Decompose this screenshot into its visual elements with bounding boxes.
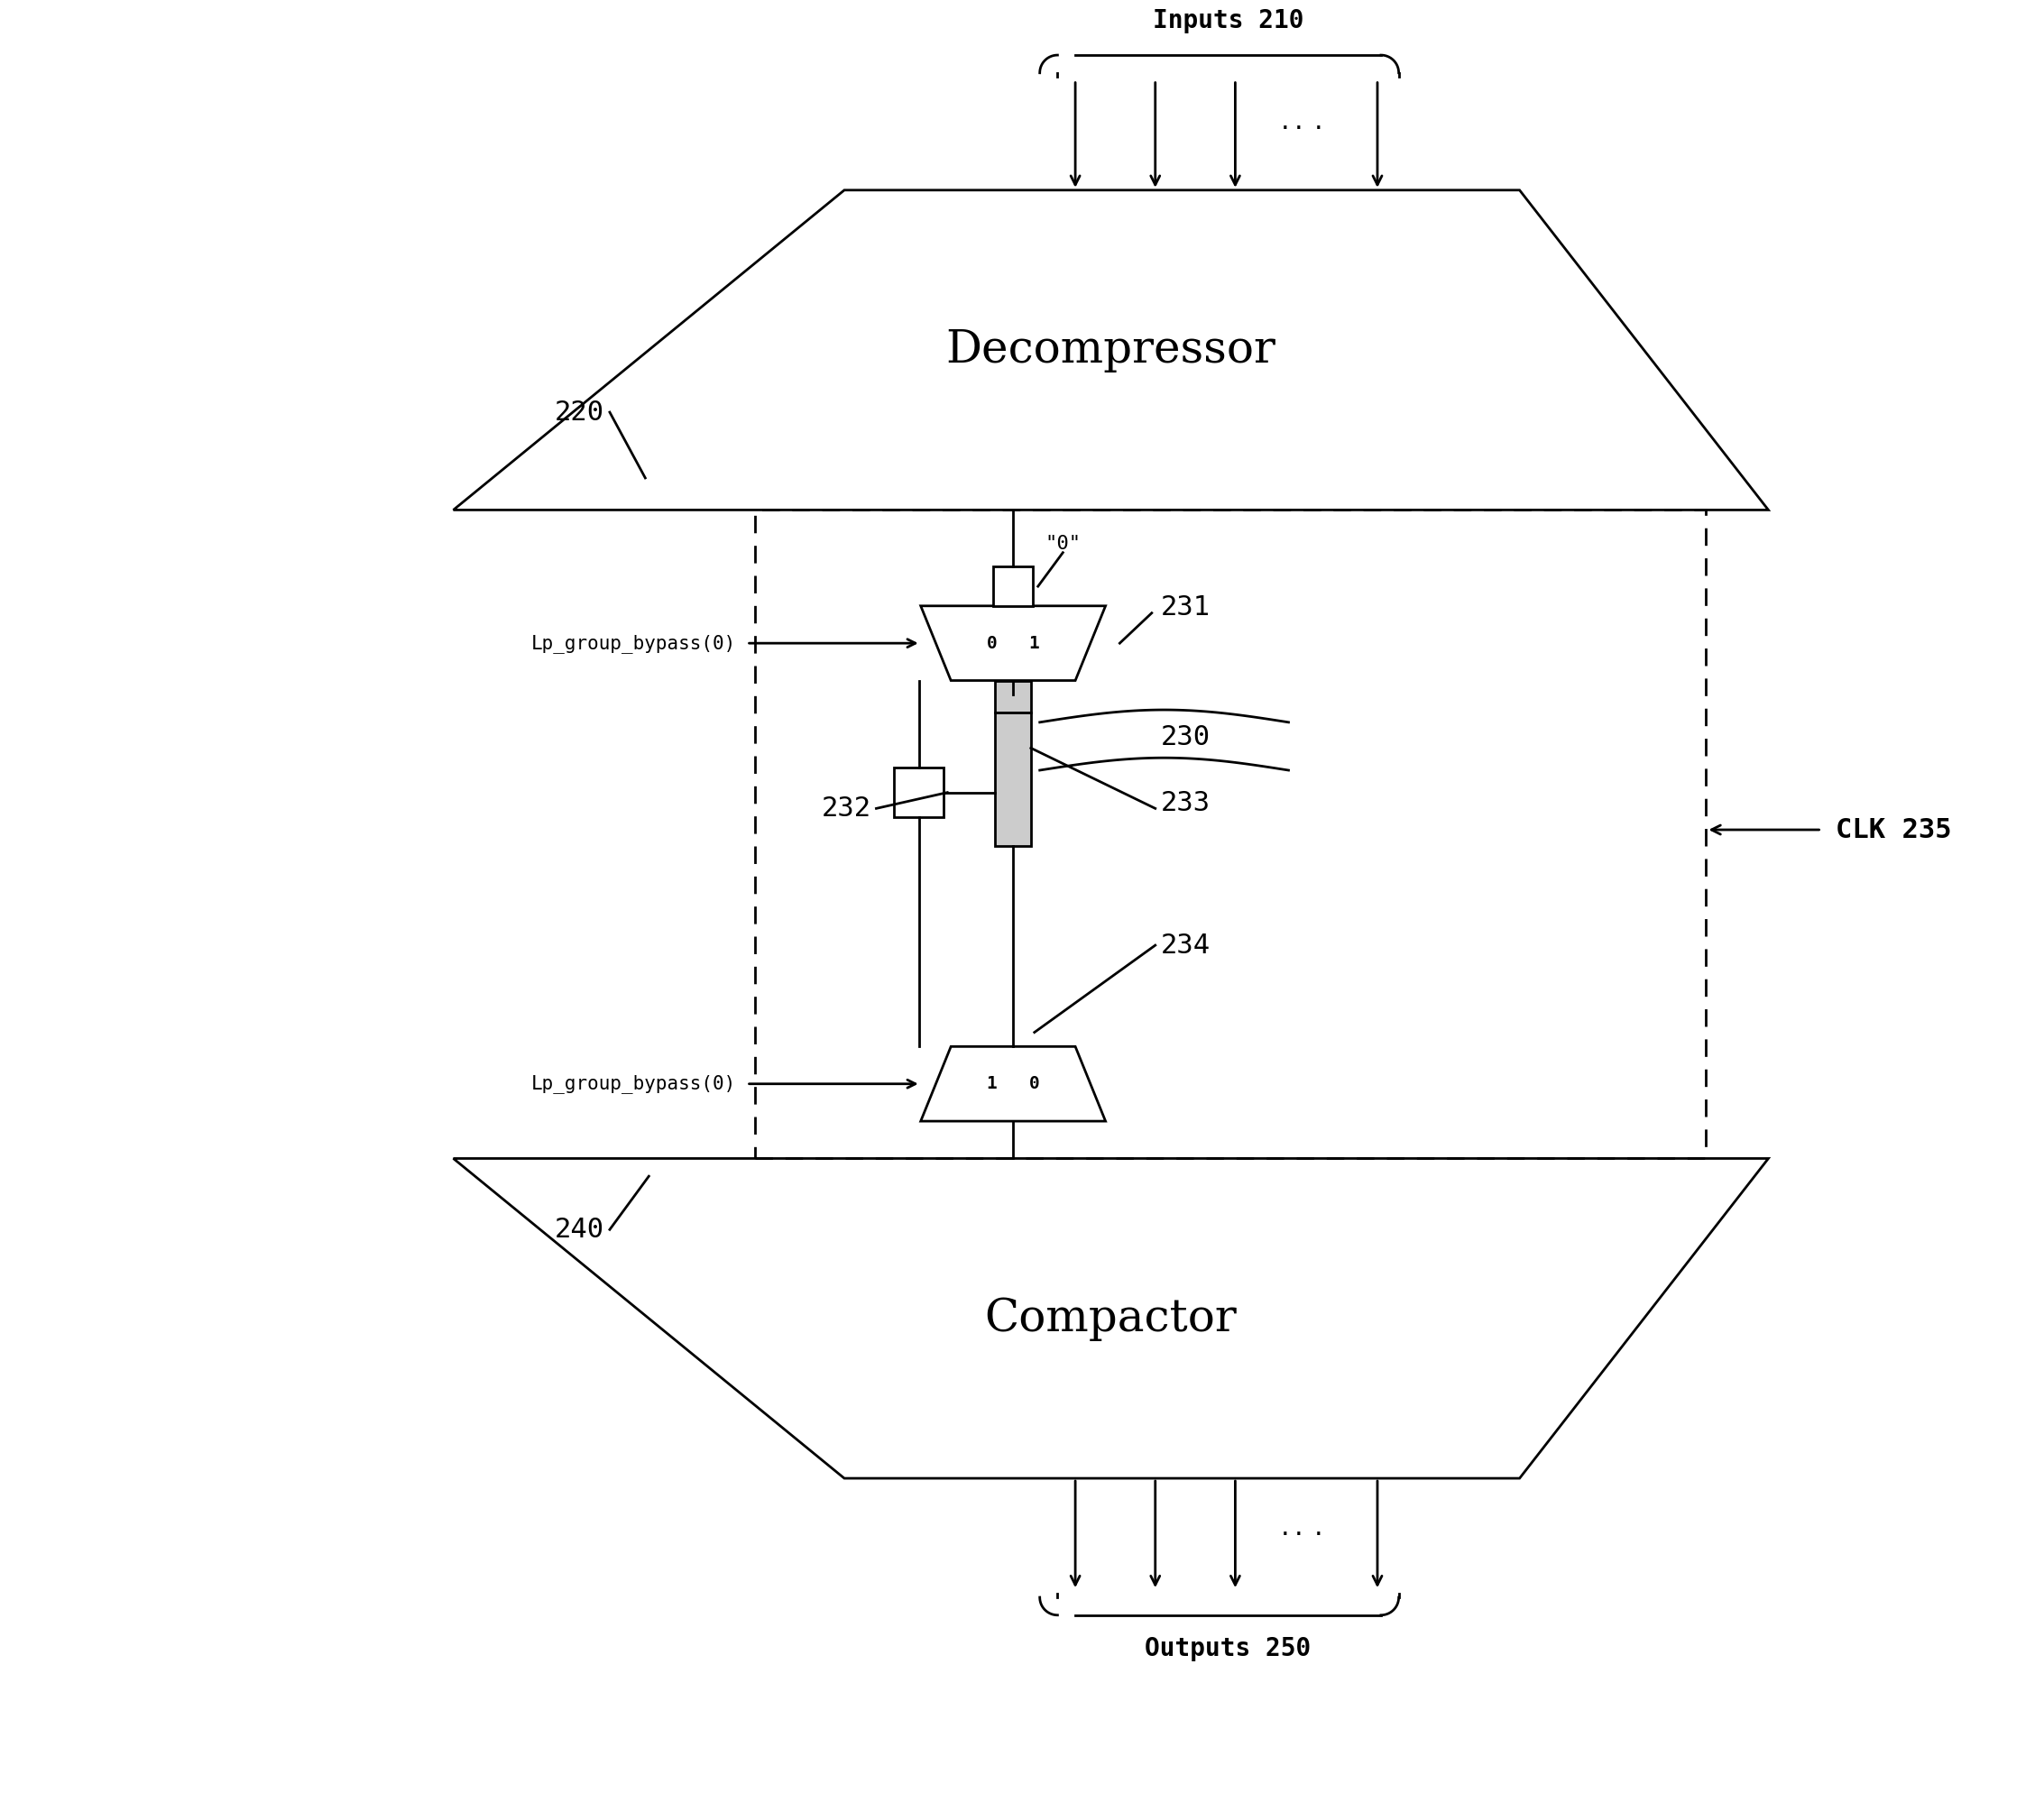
Text: "0": "0" (1044, 534, 1081, 552)
Polygon shape (454, 1158, 1768, 1477)
Text: Inputs 210: Inputs 210 (1153, 9, 1304, 34)
Text: CLK 235: CLK 235 (1836, 816, 1952, 843)
Text: Lp_group_bypass(0): Lp_group_bypass(0) (531, 1074, 736, 1094)
Polygon shape (920, 606, 1106, 681)
Text: 231: 231 (1161, 595, 1210, 620)
Text: Compactor: Compactor (985, 1296, 1237, 1341)
Bar (993, 567, 1032, 606)
Text: 230: 230 (1161, 724, 1210, 751)
Bar (893, 767, 944, 818)
Text: Lp_group_bypass(0): Lp_group_bypass(0) (531, 633, 736, 653)
Polygon shape (454, 190, 1768, 509)
Text: 220: 220 (554, 400, 605, 425)
Bar (995, 681, 1030, 712)
Text: 1   0: 1 0 (987, 1076, 1040, 1092)
Text: $\cdot\cdot\cdot$: $\cdot\cdot\cdot$ (1280, 1520, 1322, 1546)
Text: 233: 233 (1161, 791, 1210, 816)
Text: Decompressor: Decompressor (946, 328, 1275, 373)
Bar (756, 509, 1707, 1158)
Text: 0   1: 0 1 (987, 635, 1040, 653)
Text: $\cdot\cdot\cdot$: $\cdot\cdot\cdot$ (1280, 115, 1322, 142)
Bar (995, 712, 1030, 846)
Text: Outputs 250: Outputs 250 (1145, 1637, 1312, 1662)
Polygon shape (920, 1047, 1106, 1121)
Text: 232: 232 (822, 796, 871, 821)
Text: 234: 234 (1161, 932, 1210, 957)
Text: 240: 240 (554, 1216, 605, 1243)
